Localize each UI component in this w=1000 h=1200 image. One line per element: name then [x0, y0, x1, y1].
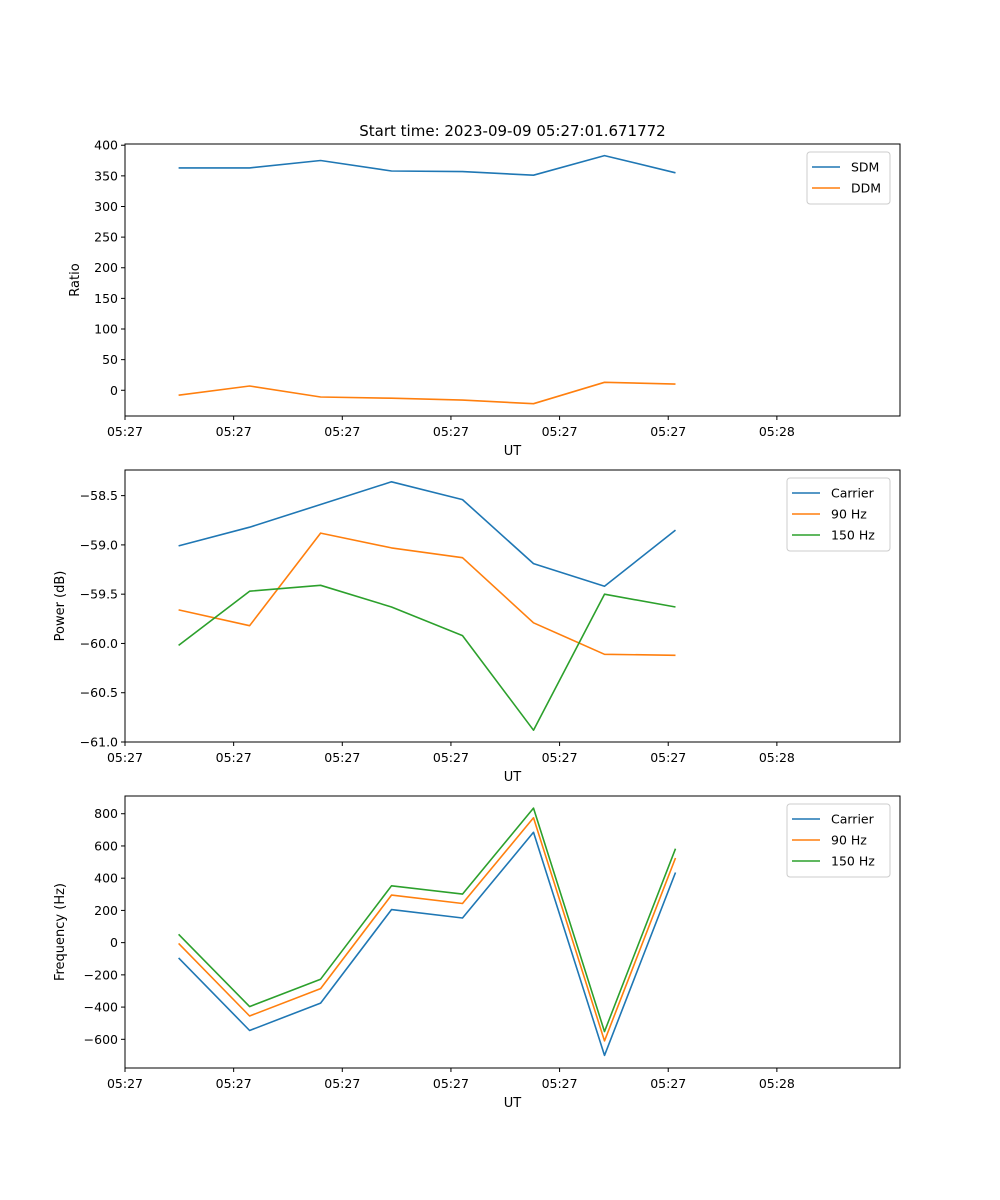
x-tick-label: 05:27 — [650, 750, 686, 765]
x-tick-label: 05:27 — [107, 1076, 143, 1091]
x-tick-label: 05:27 — [542, 750, 578, 765]
series-line-sdm — [178, 154, 676, 176]
y-tick-label: 400 — [94, 138, 118, 153]
x-tick-label: 05:27 — [324, 424, 360, 439]
axes-frame — [124, 795, 901, 1069]
y-tick-label: 200 — [94, 260, 118, 275]
y-axis-label: Ratio — [68, 263, 83, 296]
x-tick-label: 05:28 — [759, 1076, 795, 1091]
y-tick-label: 300 — [94, 199, 118, 214]
y-tick-label: 800 — [94, 806, 118, 821]
y-axis-label: Frequency (Hz) — [53, 883, 68, 981]
axes-frame — [124, 469, 901, 743]
panel-ratio: 0 50 100 150 200 250 300 350 400 05:27 05:27 05:27 0… — [68, 138, 901, 459]
y-tick-label: −59.5 — [80, 587, 118, 602]
legend-entry-label: 150 Hz — [831, 854, 875, 869]
y-tick-label: 150 — [94, 291, 118, 306]
legend: Carrier 90 Hz 150 Hz — [786, 477, 891, 552]
legend-frame — [786, 477, 891, 552]
x-tick-label: 05:27 — [433, 424, 469, 439]
y-tick-label: 50 — [102, 352, 118, 367]
y-axis-label: Power (dB) — [53, 571, 68, 642]
legend-entry-label: Carrier — [831, 486, 875, 501]
panel-frequency: −600 −400 −200 0 200 400 600 800 05:27 05:27 05:27… — [53, 795, 901, 1111]
y-tick-label: 250 — [94, 230, 118, 245]
x-tick-label: 05:27 — [324, 1076, 360, 1091]
y-tick-label: −60.5 — [80, 685, 118, 700]
y-tick-label: −600 — [84, 1032, 118, 1047]
y-tick-label: −200 — [84, 967, 118, 982]
legend-entry-label: 90 Hz — [831, 833, 867, 848]
legend-entry-label: DDM — [851, 181, 881, 196]
legend-frame — [786, 803, 891, 878]
x-axis-label: UT — [504, 1096, 522, 1111]
legend: SDM DDM — [806, 151, 891, 205]
y-tick-label: −59.0 — [80, 537, 118, 552]
x-tick-label: 05:27 — [542, 1076, 578, 1091]
x-tick-label: 05:27 — [107, 424, 143, 439]
panel-power: −61.0 −60.5 −60.0 −59.5 −59.0 −58.5 05:27 05:27… — [53, 469, 901, 785]
x-tick-label: 05:27 — [324, 750, 360, 765]
figure-title: Start time: 2023-09-09 05:27:01.671772 — [359, 122, 665, 140]
series-line-ddm — [178, 381, 676, 405]
x-tick-label: 05:27 — [107, 750, 143, 765]
axes-frame — [124, 143, 901, 417]
x-tick-label: 05:27 — [216, 750, 252, 765]
y-tick-label: −400 — [84, 1000, 118, 1015]
y-tick-label: 0 — [110, 935, 118, 950]
legend-entry-label: Carrier — [831, 812, 875, 827]
y-tick-label: 100 — [94, 322, 118, 337]
series-line-carrier — [178, 831, 677, 1057]
x-axis-label: UT — [504, 770, 522, 785]
y-tick-label: 600 — [94, 838, 118, 853]
y-tick-label: 0 — [110, 383, 118, 398]
legend-entry-label: 150 Hz — [831, 528, 875, 543]
y-tick-label: 200 — [94, 903, 118, 918]
y-tick-label: 400 — [94, 871, 118, 886]
series-line-150-hz — [178, 584, 676, 732]
x-tick-label: 05:27 — [433, 1076, 469, 1091]
legend-frame — [806, 151, 891, 205]
x-tick-label: 05:27 — [650, 1076, 686, 1091]
x-tick-label: 05:27 — [650, 424, 686, 439]
x-tick-label: 05:28 — [759, 424, 795, 439]
x-tick-label: 05:27 — [542, 424, 578, 439]
series-line-150-hz — [178, 807, 677, 1033]
y-tick-label: −61.0 — [80, 735, 118, 750]
series-line-carrier — [178, 480, 676, 588]
legend: Carrier 90 Hz 150 Hz — [786, 803, 891, 878]
y-tick-label: 350 — [94, 168, 118, 183]
series-line-90-hz — [178, 532, 676, 657]
x-tick-label: 05:27 — [433, 750, 469, 765]
series-line-90-hz — [178, 816, 677, 1042]
legend-entry-label: 90 Hz — [831, 507, 867, 522]
x-tick-label: 05:27 — [216, 1076, 252, 1091]
y-tick-label: −58.5 — [80, 488, 118, 503]
x-tick-label: 05:27 — [216, 424, 252, 439]
x-tick-label: 05:28 — [759, 750, 795, 765]
legend-entry-label: SDM — [851, 160, 879, 175]
x-axis-label: UT — [504, 444, 522, 459]
y-tick-label: −60.0 — [80, 636, 118, 651]
